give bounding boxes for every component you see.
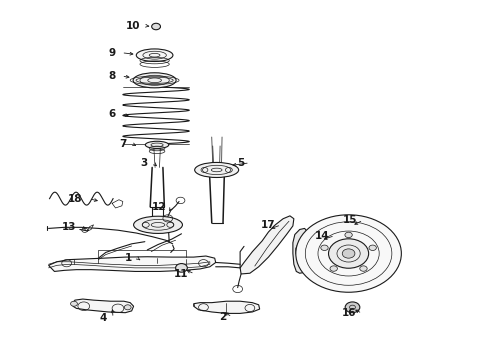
Ellipse shape <box>136 49 173 62</box>
Circle shape <box>328 239 368 268</box>
Circle shape <box>369 245 376 251</box>
Text: 9: 9 <box>108 48 116 58</box>
Polygon shape <box>293 228 308 273</box>
Circle shape <box>345 302 360 313</box>
Text: 8: 8 <box>108 71 116 81</box>
Text: 7: 7 <box>120 139 127 149</box>
Circle shape <box>360 266 367 271</box>
Polygon shape <box>194 301 260 314</box>
Circle shape <box>296 215 401 292</box>
Ellipse shape <box>146 141 169 148</box>
Text: 13: 13 <box>62 222 76 232</box>
Polygon shape <box>73 299 134 313</box>
Circle shape <box>342 249 355 258</box>
Text: 15: 15 <box>343 215 357 225</box>
Text: 4: 4 <box>100 313 107 323</box>
Text: 18: 18 <box>68 194 83 204</box>
Circle shape <box>71 301 77 306</box>
Text: 17: 17 <box>261 220 275 230</box>
Text: 16: 16 <box>342 309 356 318</box>
Text: 10: 10 <box>125 21 140 31</box>
Circle shape <box>345 232 352 238</box>
Circle shape <box>330 266 338 271</box>
Ellipse shape <box>195 162 239 177</box>
Text: 1: 1 <box>124 253 132 263</box>
Polygon shape <box>240 216 294 274</box>
Text: 14: 14 <box>315 231 329 240</box>
Text: 5: 5 <box>237 158 244 168</box>
Ellipse shape <box>133 73 176 88</box>
Text: 12: 12 <box>151 202 166 212</box>
Text: 2: 2 <box>219 312 226 322</box>
Ellipse shape <box>134 216 182 233</box>
Text: 3: 3 <box>140 158 147 168</box>
Circle shape <box>175 264 187 272</box>
Polygon shape <box>49 256 216 271</box>
Circle shape <box>321 245 328 251</box>
Circle shape <box>152 23 160 30</box>
Text: 11: 11 <box>174 269 189 279</box>
Text: 6: 6 <box>108 109 116 119</box>
Circle shape <box>124 305 131 310</box>
